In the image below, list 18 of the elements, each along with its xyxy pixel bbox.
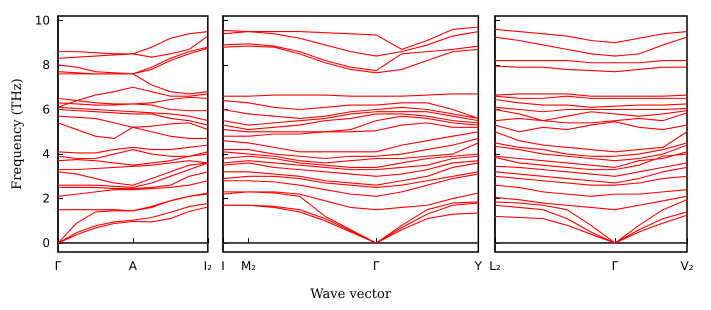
x-tick-label: A bbox=[128, 259, 138, 273]
x-tick-label: V₂ bbox=[680, 259, 694, 273]
x-tick-label: Γ bbox=[372, 259, 380, 273]
x-tick-label: I₂ bbox=[204, 259, 212, 273]
x-tick-label: Γ bbox=[612, 259, 619, 273]
y-tick-label: 0 bbox=[42, 236, 50, 250]
y-tick-label: 8 bbox=[42, 58, 50, 72]
y-tick-label: 10 bbox=[34, 13, 50, 28]
y-tick-label: 4 bbox=[42, 147, 50, 162]
y-axis-title: Frequency (THz) bbox=[10, 78, 25, 190]
x-axis-title: Wave vector bbox=[310, 287, 392, 302]
y-tick-label: 6 bbox=[42, 102, 50, 117]
x-tick-label: M₂ bbox=[240, 259, 256, 273]
y-tick-label: 2 bbox=[42, 192, 50, 206]
x-tick-label: Γ bbox=[54, 259, 62, 273]
x-tick-label: I bbox=[221, 259, 225, 273]
x-tick-label: L₂ bbox=[489, 259, 501, 273]
x-tick-label: Y bbox=[474, 259, 483, 273]
